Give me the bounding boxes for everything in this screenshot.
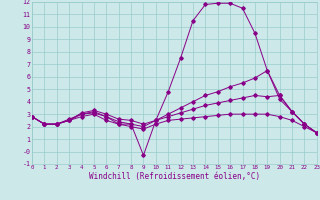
X-axis label: Windchill (Refroidissement éolien,°C): Windchill (Refroidissement éolien,°C): [89, 172, 260, 181]
